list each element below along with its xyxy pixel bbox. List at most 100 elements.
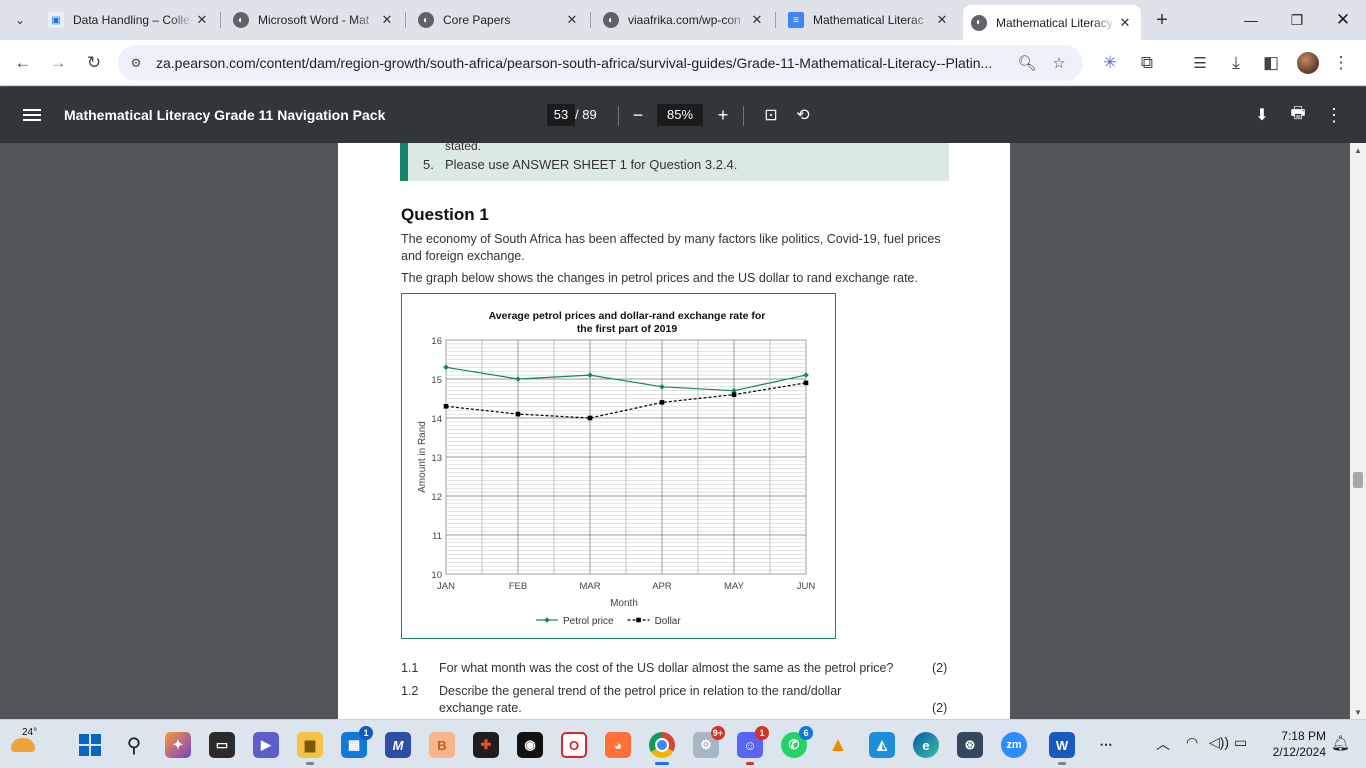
- close-window-icon[interactable]: ✕: [1335, 10, 1351, 29]
- copilot-icon[interactable]: ✦: [165, 732, 191, 758]
- restore-icon[interactable]: ❐: [1290, 11, 1304, 28]
- question-text: Describe the general trend of the petrol…: [439, 684, 842, 715]
- side-panel-icon[interactable]: ◧: [1262, 53, 1280, 72]
- figma-icon[interactable]: ✚: [473, 732, 499, 758]
- tab-title: Microsoft Word - Mat: [258, 13, 370, 27]
- more-apps-icon[interactable]: ⋯: [1099, 737, 1113, 752]
- minimize-icon[interactable]: —: [1244, 12, 1258, 28]
- instructions-box: stated. 5. Please use ANSWER SHEET 1 for…: [400, 143, 949, 181]
- close-tab-icon[interactable]: ✕: [196, 12, 208, 27]
- search-icon[interactable]: ⚲: [126, 734, 142, 757]
- tab-divider: [590, 12, 591, 28]
- battery-icon[interactable]: ▭: [1234, 734, 1248, 750]
- x-axis-label: Month: [610, 598, 638, 609]
- hamburger-menu-icon[interactable]: [20, 103, 44, 127]
- x-tick-label: FEB: [509, 581, 527, 592]
- page-number-input[interactable]: 53: [547, 104, 575, 126]
- running-indicator: [306, 762, 314, 765]
- photos-icon[interactable]: ◭: [869, 732, 895, 758]
- close-tab-icon[interactable]: ✕: [1119, 14, 1131, 30]
- security-app-icon[interactable]: ⊛: [957, 732, 983, 758]
- print-icon[interactable]: 🖶︎: [1290, 104, 1306, 122]
- zoom-app-icon[interactable]: zm: [1001, 732, 1027, 758]
- math-app-icon[interactable]: M: [385, 732, 411, 758]
- extensions-puzzle-icon[interactable]: ⧉: [1140, 53, 1154, 72]
- question-heading: Question 1: [401, 205, 489, 224]
- profile-avatar[interactable]: [1297, 52, 1319, 74]
- teams-meet-icon[interactable]: ▶: [253, 732, 279, 758]
- system-clock[interactable]: 7:18 PM 2/12/2024: [1262, 728, 1326, 760]
- intro-paragraph: The economy of South Africa has been aff…: [401, 232, 941, 263]
- downloads-icon[interactable]: ⤓: [1232, 53, 1240, 72]
- running-indicator: [746, 762, 754, 765]
- chrome-icon[interactable]: [649, 732, 675, 765]
- microsoft-store-icon[interactable]: ▦ 1: [341, 726, 373, 758]
- volume-icon[interactable]: ◁)): [1209, 734, 1230, 750]
- tab-title: Core Papers: [443, 13, 511, 27]
- start-windows-icon[interactable]: [77, 732, 103, 758]
- scroll-up-icon[interactable]: ▲: [1354, 145, 1362, 155]
- fit-to-page-icon[interactable]: ⊡: [764, 107, 778, 124]
- site-settings-icon[interactable]: ⚙: [130, 56, 142, 70]
- weather-widget[interactable]: 24°: [8, 727, 42, 762]
- discord-icon[interactable]: ☺ 1: [737, 726, 769, 765]
- forward-arrow-icon[interactable]: →: [49, 53, 67, 72]
- close-tab-icon[interactable]: ✕: [936, 12, 948, 27]
- tab-mathematical-literacy-active[interactable]: ◐ Mathematical Literacy ✕: [963, 5, 1141, 40]
- weather-temperature: 24°: [22, 727, 38, 738]
- pdf-viewport[interactable]: stated. 5. Please use ANSWER SHEET 1 for…: [0, 143, 1350, 719]
- tab-title: viaafrika.com/wp-con: [628, 13, 741, 27]
- notification-bell-icon[interactable]: 🔔︎: [1331, 735, 1351, 752]
- firefox-icon[interactable]: ◕: [605, 732, 631, 758]
- tab-mathematical-literacy-docs[interactable]: ≡ Mathematical Literac ✕: [780, 5, 958, 35]
- bookmark-star-icon[interactable]: ☆: [1052, 55, 1066, 72]
- tab-data-handling[interactable]: ▣ Data Handling – Colle ✕: [40, 5, 218, 35]
- tab-core-papers[interactable]: ◐ Core Papers ✕: [410, 5, 588, 35]
- close-tab-icon[interactable]: ✕: [566, 12, 578, 27]
- vertical-scrollbar[interactable]: ▲ ▼: [1350, 143, 1366, 719]
- file-explorer-icon[interactable]: ▆: [297, 732, 323, 765]
- vlc-icon[interactable]: ▲: [828, 733, 848, 756]
- zoom-in-icon[interactable]: +: [717, 104, 729, 125]
- tab-microsoft-word[interactable]: ◐ Microsoft Word - Mat ✕: [225, 5, 403, 35]
- new-tab-button[interactable]: +: [1156, 8, 1168, 31]
- data-point: [587, 415, 593, 421]
- github-icon[interactable]: ◉: [517, 732, 543, 758]
- opera-icon[interactable]: O: [561, 732, 587, 758]
- chrome-menu-icon[interactable]: ⋮: [1332, 53, 1350, 72]
- y-tick-label: 10: [431, 570, 442, 581]
- settings-app-icon[interactable]: ⚙ 9+: [693, 726, 725, 758]
- b-app-icon[interactable]: B: [429, 732, 455, 758]
- whatsapp-icon[interactable]: ✆ 6: [781, 726, 813, 758]
- close-tab-icon[interactable]: ✕: [751, 12, 763, 27]
- address-bar[interactable]: ⚙ za.pearson.com/content/dam/region-grow…: [118, 45, 1083, 81]
- instruction-fragment: stated.: [445, 143, 482, 153]
- scrollbar-thumb[interactable]: [1353, 472, 1363, 488]
- running-indicator: [1058, 762, 1066, 765]
- edge-icon[interactable]: e: [913, 732, 939, 758]
- wifi-icon[interactable]: ◠: [1186, 734, 1199, 750]
- tab-viaafrika[interactable]: ◐ viaafrika.com/wp-con ✕: [595, 5, 773, 35]
- extension-gemini-icon[interactable]: ✳: [1102, 53, 1118, 72]
- zoom-out-icon[interactable]: −: [632, 104, 644, 125]
- close-tab-icon[interactable]: ✕: [381, 12, 393, 27]
- url-text[interactable]: za.pearson.com/content/dam/region-growth…: [156, 55, 993, 71]
- question-marks: (2): [932, 701, 948, 715]
- word-icon[interactable]: W: [1049, 732, 1075, 765]
- zoom-magnifier-icon[interactable]: 🔍︎: [1017, 55, 1037, 72]
- show-hidden-icons-icon[interactable]: ︿: [1156, 736, 1170, 752]
- page-total: / 89: [575, 107, 597, 122]
- x-tick-label: MAY: [724, 581, 745, 592]
- notification-badge: 1: [755, 726, 769, 740]
- back-arrow-icon[interactable]: ←: [14, 53, 32, 72]
- tab-search-dropdown-icon[interactable]: ⌄: [14, 13, 26, 27]
- more-actions-icon[interactable]: ⋮: [1325, 104, 1343, 125]
- reload-icon[interactable]: ↻: [86, 53, 102, 72]
- chart-title-line1: Average petrol prices and dollar-rand ex…: [489, 310, 766, 322]
- reading-list-icon[interactable]: ☰: [1193, 55, 1207, 72]
- download-icon[interactable]: ⬇: [1255, 107, 1269, 124]
- task-view-icon[interactable]: ▭: [209, 732, 235, 758]
- zoom-level-input[interactable]: 85%: [657, 104, 703, 126]
- scroll-down-icon[interactable]: ▼: [1354, 707, 1362, 717]
- rotate-icon[interactable]: ⟲: [796, 107, 810, 124]
